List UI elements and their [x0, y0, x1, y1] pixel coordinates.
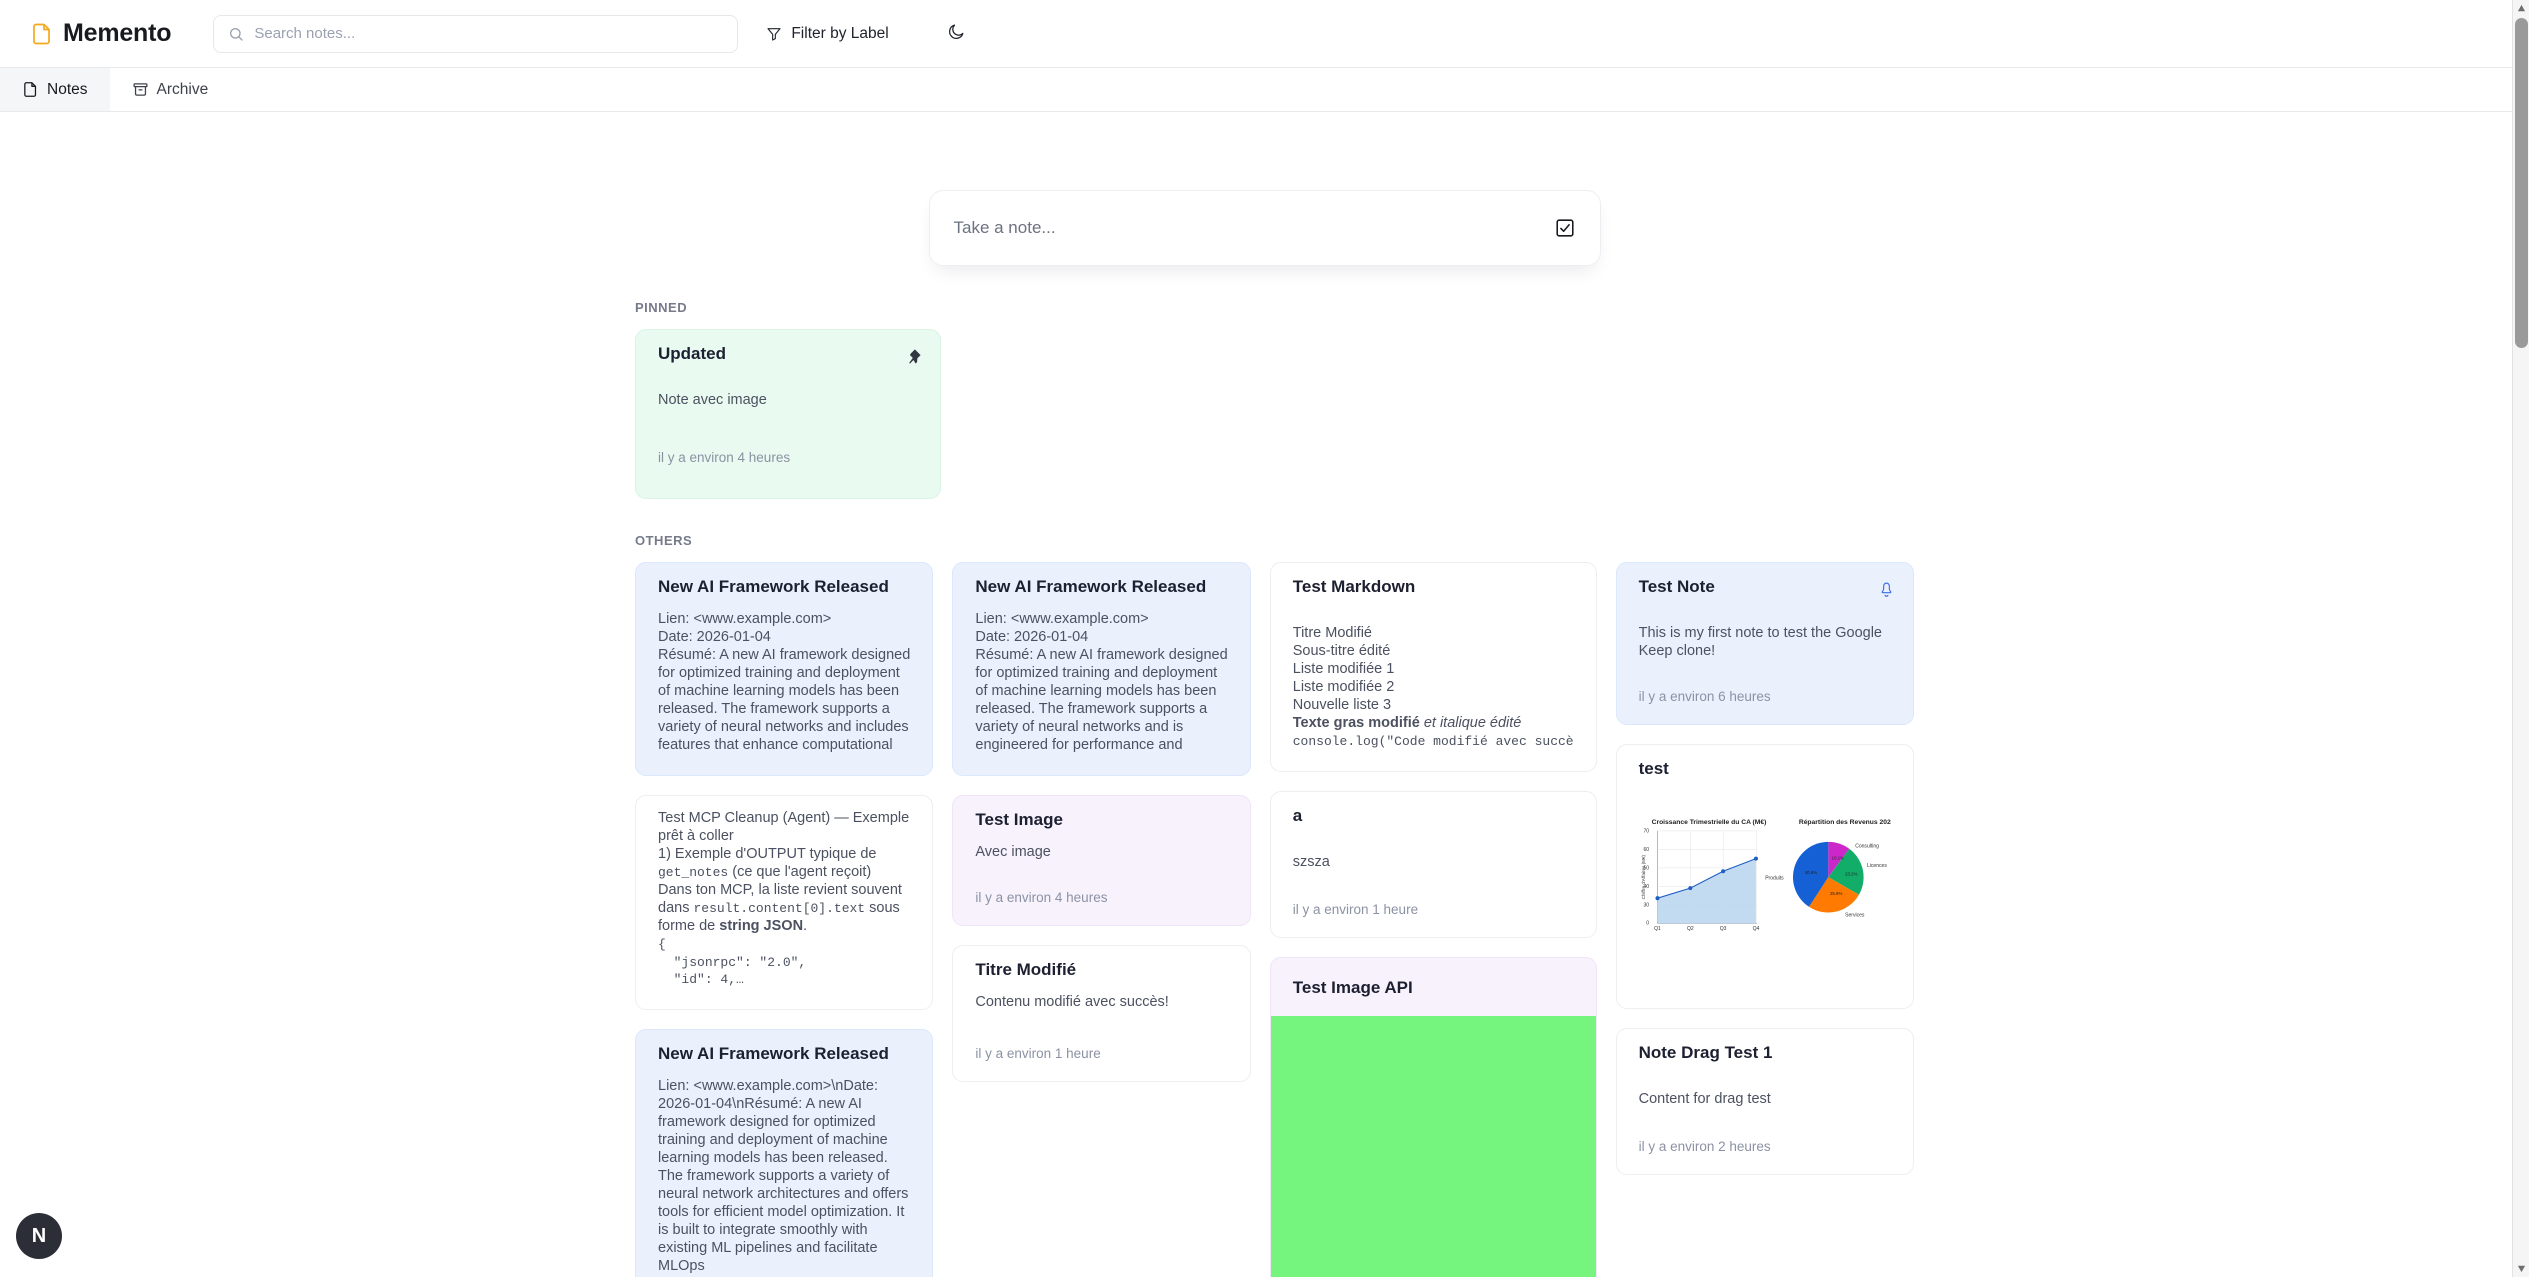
- svg-text:Q2: Q2: [1687, 926, 1694, 932]
- svg-text:Produits: Produits: [1765, 876, 1784, 882]
- svg-text:Croissance Trimestrielle du CA: Croissance Trimestrielle du CA (M€): [1651, 819, 1766, 826]
- svg-text:40.8%: 40.8%: [1804, 870, 1816, 875]
- svg-text:Répartition des Revenus 2024: Répartition des Revenus 2024: [1798, 819, 1891, 826]
- svg-text:Services: Services: [1845, 913, 1865, 919]
- svg-text:Q1: Q1: [1654, 926, 1661, 932]
- svg-text:70: 70: [1643, 829, 1649, 835]
- svg-text:Licences: Licences: [1867, 863, 1887, 869]
- svg-text:60: 60: [1643, 847, 1649, 853]
- svg-text:0: 0: [1646, 920, 1649, 926]
- svg-text:30: 30: [1643, 903, 1649, 909]
- svg-text:25.9%: 25.9%: [1830, 891, 1842, 896]
- svg-text:Consulting: Consulting: [1855, 844, 1879, 850]
- svg-text:23.2%: 23.2%: [1845, 871, 1857, 876]
- svg-text:Q3: Q3: [1719, 926, 1726, 932]
- svg-text:Q4: Q4: [1752, 926, 1759, 932]
- svg-text:10.1%: 10.1%: [1831, 855, 1843, 860]
- svg-text:Chiffre d'Affaires (M€): Chiffre d'Affaires (M€): [1640, 854, 1645, 899]
